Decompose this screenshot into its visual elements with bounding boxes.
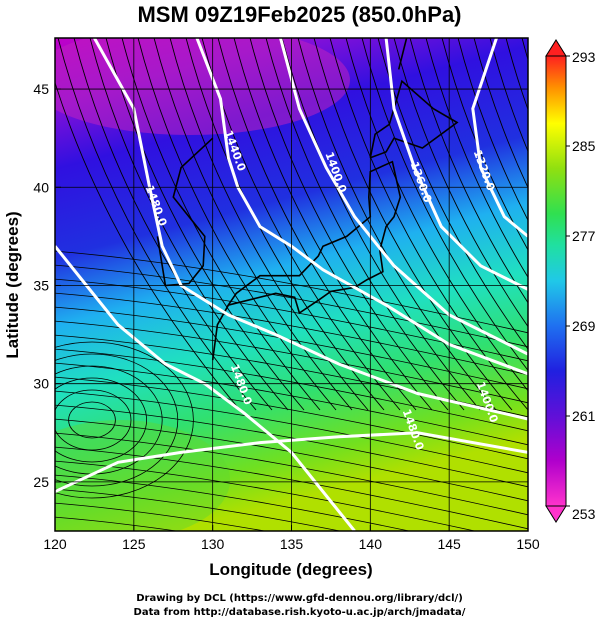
streamline [505, 38, 528, 111]
colorbar-tick-label: 269 [572, 318, 596, 334]
streamline [265, 38, 465, 411]
lat-lon-grid [55, 38, 528, 531]
streamline [55, 306, 528, 390]
streamline [89, 38, 289, 411]
coastline [156, 38, 459, 361]
streamline [425, 38, 528, 279]
streamline [473, 38, 528, 189]
streamline [217, 38, 417, 411]
credit-drawing: Drawing by DCL (https://www.gfd-dennou.o… [136, 593, 463, 604]
x-tick-label: 120 [43, 536, 67, 552]
contour-line [93, 38, 528, 421]
y-tick-label: 25 [33, 474, 49, 490]
streamline [297, 38, 497, 411]
y-tick-label: 45 [33, 81, 49, 97]
streamline [393, 38, 528, 328]
colorbar-tick-label: 277 [572, 228, 596, 244]
streamline [55, 250, 528, 334]
contour-line [55, 431, 528, 494]
cold-pool-purple [55, 38, 350, 135]
streamline-vortex [55, 341, 194, 499]
contour-line [195, 38, 528, 376]
streamline [55, 320, 528, 404]
x-tick-label: 125 [122, 536, 146, 552]
streamline [55, 390, 528, 474]
streamline-vortex [68, 401, 116, 439]
y-tick-label: 30 [33, 376, 49, 392]
streamline-vortex [55, 377, 147, 463]
y-axis-ticks: 25 30 35 40 45 [33, 81, 61, 490]
streamline [441, 38, 528, 251]
x-tick-label: 130 [201, 536, 225, 552]
streamline [55, 446, 528, 530]
colorbar-bottom-arrow [545, 505, 567, 523]
coastline-segment [369, 79, 459, 159]
y-axis-title: Latitude (degrees) [3, 211, 22, 358]
streamline [55, 474, 412, 531]
x-tick-label: 145 [437, 536, 461, 552]
x-axis-ticks: 120 125 130 135 140 145 150 [43, 525, 540, 552]
streamline [137, 38, 337, 411]
streamline [55, 376, 528, 460]
streamline [55, 488, 342, 531]
streamline [313, 38, 513, 411]
streamline [536, 30, 599, 410]
coastline-segment [397, 38, 408, 70]
colorbar-top-arrow [545, 39, 567, 57]
credit-data: Data from http://database.rish.kyoto-u.a… [133, 607, 466, 618]
map-title: MSM 09Z19Feb2025 (850.0hPa) [137, 2, 462, 27]
colorbar-tick-label: 293 [572, 49, 596, 65]
streamline [55, 516, 180, 531]
warm-pool-green [55, 420, 230, 531]
coastline-segment [211, 160, 402, 361]
streamline [457, 38, 528, 222]
streamline [409, 38, 528, 304]
streamline [281, 38, 481, 411]
colorbar-tick-label: 253 [572, 506, 596, 522]
coastline-segment [156, 137, 214, 287]
streamline [55, 348, 528, 432]
streamline-vortex [55, 389, 132, 451]
x-tick-label: 150 [516, 536, 540, 552]
streamline [568, 30, 599, 410]
streamline [55, 292, 528, 376]
streamline [55, 81, 241, 411]
streamline [55, 502, 267, 531]
contour-line [384, 38, 528, 291]
colorbar-body [545, 55, 567, 507]
streamline [55, 418, 528, 502]
y-tick-label: 35 [33, 277, 49, 293]
streamline [361, 38, 528, 372]
x-axis-title: Longitude (degrees) [209, 560, 372, 579]
streamline [249, 38, 449, 411]
streamline [55, 362, 528, 446]
colorbar: 253 261 269 277 285 293 [545, 39, 596, 523]
colorbar-tick-label: 285 [572, 138, 596, 154]
streamline [233, 38, 433, 411]
streamline-vortex [55, 353, 179, 487]
streamline [55, 278, 528, 362]
streamline [55, 334, 528, 418]
streamline [57, 38, 257, 411]
x-tick-label: 140 [359, 536, 383, 552]
streamline [489, 38, 528, 153]
y-tick-label: 40 [33, 179, 49, 195]
x-tick-label: 135 [280, 536, 304, 552]
contour-line [471, 38, 528, 238]
colorbar-tick-label: 261 [572, 408, 596, 424]
streamline [345, 38, 528, 392]
